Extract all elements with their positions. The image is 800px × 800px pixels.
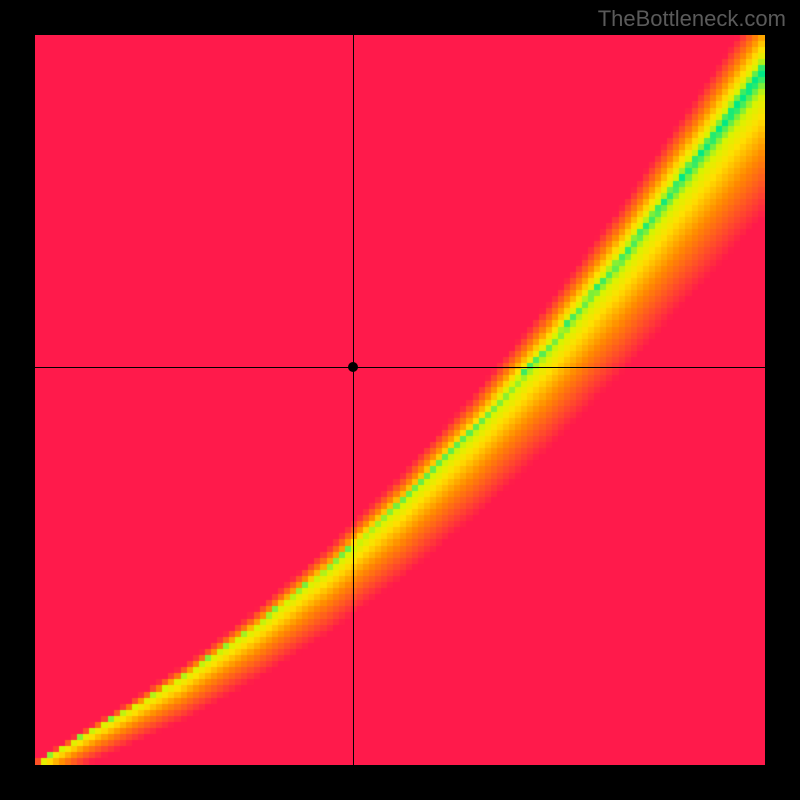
crosshair-horizontal bbox=[35, 367, 765, 368]
watermark-text: TheBottleneck.com bbox=[598, 6, 786, 32]
crosshair-marker bbox=[348, 362, 358, 372]
crosshair-vertical bbox=[353, 35, 354, 765]
plot-area bbox=[35, 35, 765, 765]
heatmap-canvas bbox=[35, 35, 765, 765]
chart-container: TheBottleneck.com bbox=[0, 0, 800, 800]
